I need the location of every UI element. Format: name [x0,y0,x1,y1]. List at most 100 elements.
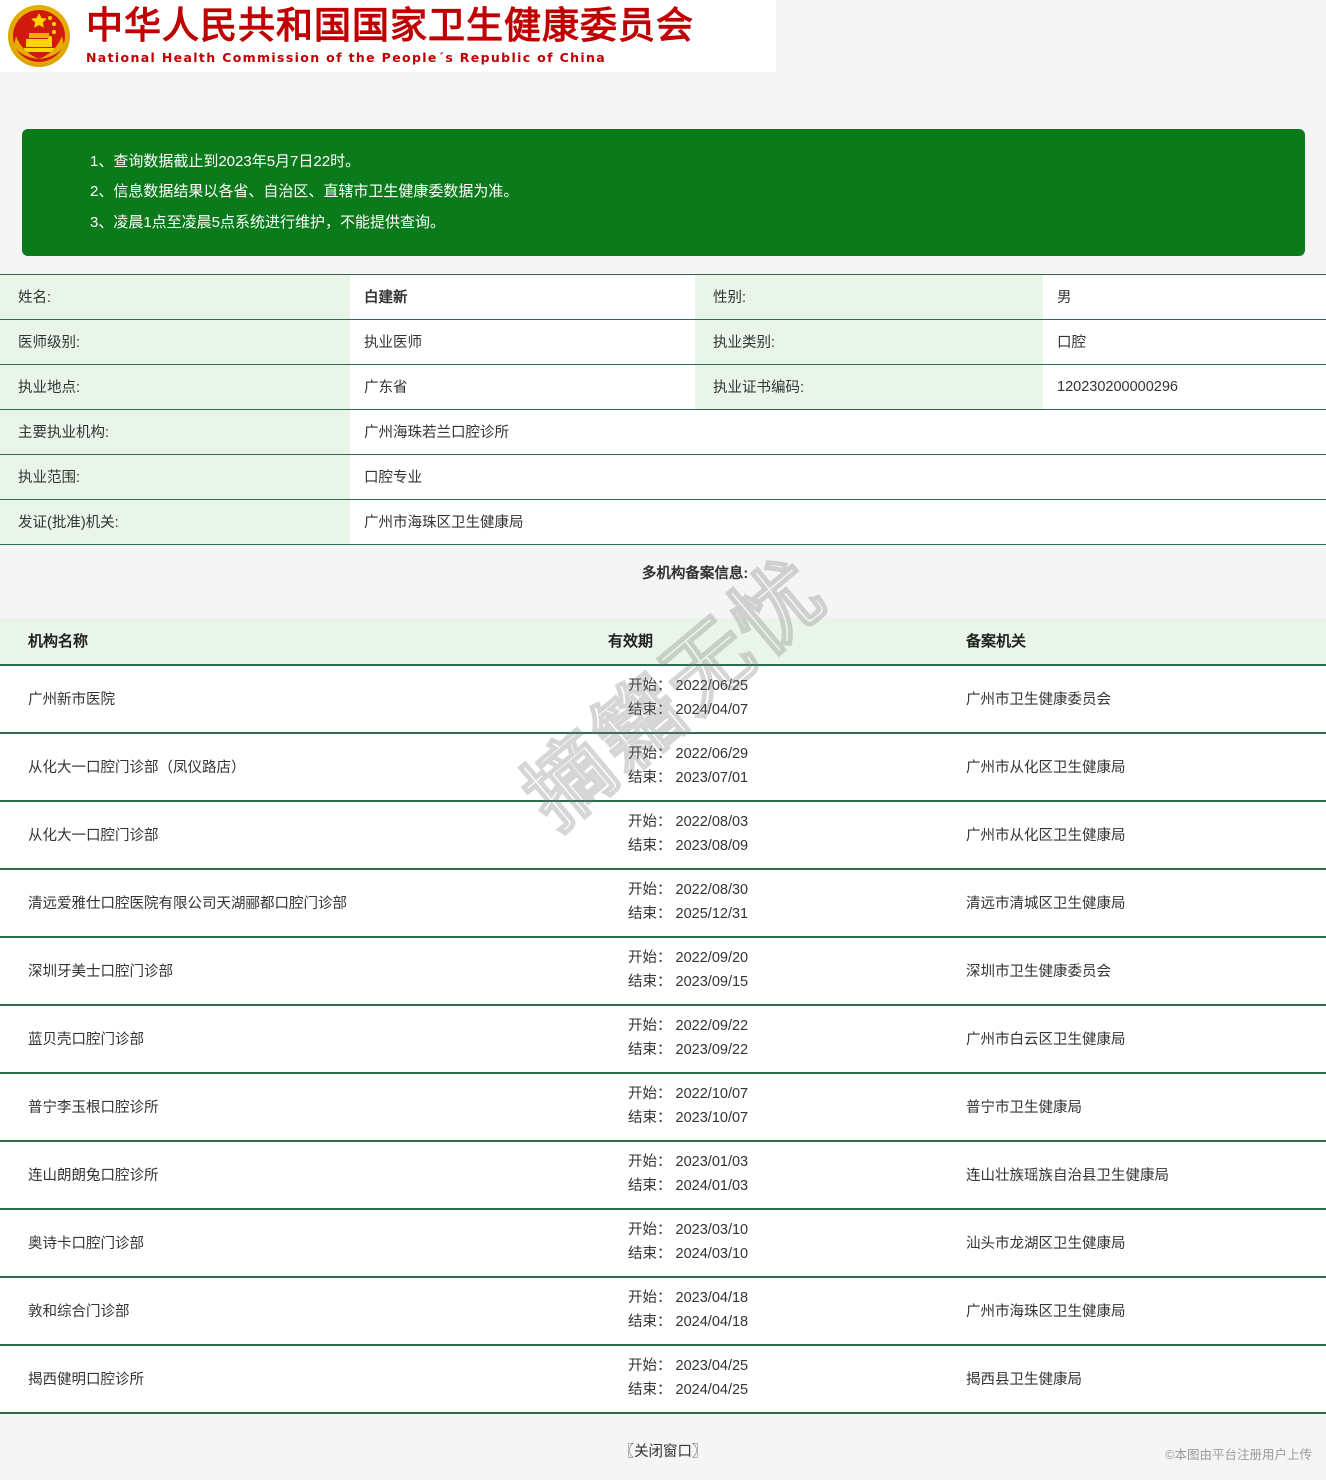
org-table-wrapper: 机构名称 有效期 备案机关 广州新市医院 开始： 2022/06/25 结束： 20… [0,617,1326,1414]
table-row: 清远爱雅仕口腔医院有限公司天湖郦都口腔门诊部 开始： 2022/08/30 结束： … [0,868,1326,938]
multi-institution-section-title-row: 多机构备案信息: [0,543,1326,600]
label-gender: 性别: [695,273,1043,320]
value-practice-scope: 口腔专业 [350,453,1326,500]
valid-period-end: 结束： 2024/04/25 [628,1381,749,1398]
label-practice-location: 执业地点: [0,363,350,410]
cell-valid-period: 开始： 2023/04/18 结束： 2024/04/18 [580,1276,938,1346]
org-table-header-row: 机构名称 有效期 备案机关 [0,617,1326,666]
cell-record-authority: 普宁市卫生健康局 [938,1072,1326,1142]
cell-record-authority: 清远市清城区卫生健康局 [938,868,1326,938]
notice-line-1: 1、查询数据截止到2023年5月7日22时。 [90,153,361,170]
cell-valid-period: 开始： 2023/01/03 结束： 2024/01/03 [580,1140,938,1210]
table-row: 连山朗朗兔口腔诊所 开始： 2023/01/03 结束： 2024/01/03 连山壮… [0,1140,1326,1210]
valid-period-end: 结束： 2024/04/18 [628,1313,749,1330]
valid-period-end: 结束： 2023/09/22 [628,1041,749,1058]
valid-period-start: 开始： 2022/06/25 [628,678,749,695]
table-row: 奥诗卡口腔门诊部 开始： 2023/03/10 结束： 2024/03/10 汕头市龙… [0,1208,1326,1278]
valid-period-end: 结束： 2024/04/07 [628,701,749,718]
valid-period-end: 结束： 2024/01/03 [628,1177,749,1194]
cell-record-authority: 广州市白云区卫生健康局 [938,1004,1326,1074]
national-emblem-icon [6,3,72,69]
close-window-link[interactable]: 〖关闭窗口〗 [619,1443,707,1460]
valid-period-end: 结束： 2023/08/09 [628,837,749,854]
valid-period-start: 开始： 2022/08/30 [628,882,749,899]
notice-line-2: 2、信息数据结果以各省、自治区、直辖市卫生健康委数据为准。 [90,183,519,201]
cell-valid-period: 开始： 2022/06/25 结束： 2024/04/07 [580,664,938,734]
page-footer: 〖关闭窗口〗 ©本图由平台注册用户上传 [0,1413,1326,1480]
info-row-level-category: 医师级别: 执业医师 执业类别: 口腔 [0,318,1326,365]
value-issuing-authority: 广州市海珠区卫生健康局 [350,498,1326,545]
cell-record-authority: 广州市海珠区卫生健康局 [938,1276,1326,1346]
notice-banner: 1、查询数据截止到2023年5月7日22时。 2、信息数据结果以各省、自治区、直… [22,129,1305,256]
valid-period-end: 结束： 2025/12/31 [628,905,749,922]
cell-institution-name: 广州新市医院 [0,664,580,734]
header-title-chinese: 中华人民共和国国家卫生健康委员会 [86,4,694,48]
label-certificate-number: 执业证书编码: [695,363,1043,410]
org-table-body: 广州新市医院 开始： 2022/06/25 结束： 2024/04/07 广州市卫生健… [0,664,1326,1414]
cell-valid-period: 开始： 2023/04/25 结束： 2024/04/25 [580,1344,938,1414]
info-row-issuing-authority: 发证(批准)机关: 广州市海珠区卫生健康局 [0,498,1326,545]
label-practice-scope: 执业范围: [0,453,350,500]
valid-period-start: 开始： 2023/01/03 [628,1154,749,1171]
info-row-name-gender: 姓名: 白建新 性别: 男 [0,273,1326,320]
table-row: 广州新市医院 开始： 2022/06/25 结束： 2024/04/07 广州市卫生健… [0,664,1326,734]
cell-institution-name: 从化大一口腔门诊部（凤仪路店） [0,732,580,802]
cell-institution-name: 蓝贝壳口腔门诊部 [0,1004,580,1074]
valid-period-end: 结束： 2023/10/07 [628,1109,749,1126]
cell-record-authority: 汕头市龙湖区卫生健康局 [938,1208,1326,1278]
notice-line-3: 3、凌晨1点至凌晨5点系统进行维护，不能提供查询。 [90,213,446,231]
notice-wrapper: 1、查询数据截止到2023年5月7日22时。 2、信息数据结果以各省、自治区、直… [0,72,1326,256]
table-row: 揭西健明口腔诊所 开始： 2023/04/25 结束： 2024/04/25 揭西县卫… [0,1344,1326,1414]
valid-period-start: 开始： 2022/09/22 [628,1018,749,1035]
info-row-location-certificate: 执业地点: 广东省 执业证书编码: 120230200000296 [0,363,1326,410]
cell-record-authority: 广州市卫生健康委员会 [938,664,1326,734]
valid-period-start: 开始： 2022/09/20 [628,950,749,967]
multi-institution-section-title: 多机构备案信息: [0,543,1326,600]
cell-institution-name: 从化大一口腔门诊部 [0,800,580,870]
institution-record-table: 机构名称 有效期 备案机关 广州新市医院 开始： 2022/06/25 结束： 20… [0,617,1326,1414]
cell-valid-period: 开始： 2022/09/20 结束： 2023/09/15 [580,936,938,1006]
cell-record-authority: 广州市从化区卫生健康局 [938,800,1326,870]
table-row: 蓝贝壳口腔门诊部 开始： 2022/09/22 结束： 2023/09/22 广州市白… [0,1004,1326,1074]
valid-period-end: 结束： 2024/03/10 [628,1245,749,1262]
label-issuing-authority: 发证(批准)机关: [0,498,350,545]
label-doctor-level: 医师级别: [0,318,350,365]
value-gender: 男 [1043,273,1326,320]
cell-institution-name: 敦和综合门诊部 [0,1276,580,1346]
cell-valid-period: 开始： 2023/03/10 结束： 2024/03/10 [580,1208,938,1278]
valid-period-start: 开始： 2022/08/03 [628,814,749,831]
cell-valid-period: 开始： 2022/06/29 结束： 2023/07/01 [580,732,938,802]
value-practice-category: 口腔 [1043,318,1326,365]
table-row: 深圳牙美士口腔门诊部 开始： 2022/09/20 结束： 2023/09/15 深圳… [0,936,1326,1006]
label-name: 姓名: [0,273,350,320]
valid-period-start: 开始： 2022/10/07 [628,1086,749,1103]
label-practice-category: 执业类别: [695,318,1043,365]
cell-record-authority: 连山壮族瑶族自治县卫生健康局 [938,1140,1326,1210]
header-title-english: National Health Commission of the People… [86,49,607,65]
column-header-institution-name: 机构名称 [0,617,580,666]
valid-period-start: 开始： 2022/06/29 [628,746,749,763]
value-doctor-level: 执业医师 [350,318,695,365]
cell-institution-name: 清远爱雅仕口腔医院有限公司天湖郦都口腔门诊部 [0,868,580,938]
upload-attribution-note: ©本图由平台注册用户上传 [1165,1447,1312,1462]
cell-institution-name: 连山朗朗兔口腔诊所 [0,1140,580,1210]
doctor-info-table: 姓名: 白建新 性别: 男 医师级别: 执业医师 执业类别: 口腔 执业地点: … [0,273,1326,600]
site-header-banner: 中华人民共和国国家卫生健康委员会 National Health Commiss… [0,0,776,72]
cell-record-authority: 广州市从化区卫生健康局 [938,732,1326,802]
value-name: 白建新 [350,273,695,320]
value-practice-location: 广东省 [350,363,695,410]
table-row: 敦和综合门诊部 开始： 2023/04/18 结束： 2024/04/18 广州市海珠… [0,1276,1326,1346]
table-row: 普宁李玉根口腔诊所 开始： 2022/10/07 结束： 2023/10/07 普宁市… [0,1072,1326,1142]
table-row: 从化大一口腔门诊部（凤仪路店） 开始： 2022/06/29 结束： 2023/07… [0,732,1326,802]
cell-valid-period: 开始： 2022/08/03 结束： 2023/08/09 [580,800,938,870]
column-header-record-authority: 备案机关 [938,617,1326,666]
valid-period-start: 开始： 2023/04/18 [628,1290,749,1307]
cell-institution-name: 奥诗卡口腔门诊部 [0,1208,580,1278]
valid-period-end: 结束： 2023/09/15 [628,973,749,990]
cell-valid-period: 开始： 2022/08/30 结束： 2025/12/31 [580,868,938,938]
cell-institution-name: 普宁李玉根口腔诊所 [0,1072,580,1142]
cell-record-authority: 揭西县卫生健康局 [938,1344,1326,1414]
cell-valid-period: 开始： 2022/09/22 结束： 2023/09/22 [580,1004,938,1074]
table-row: 从化大一口腔门诊部 开始： 2022/08/03 结束： 2023/08/09 广州市… [0,800,1326,870]
column-header-valid-period: 有效期 [580,617,938,666]
